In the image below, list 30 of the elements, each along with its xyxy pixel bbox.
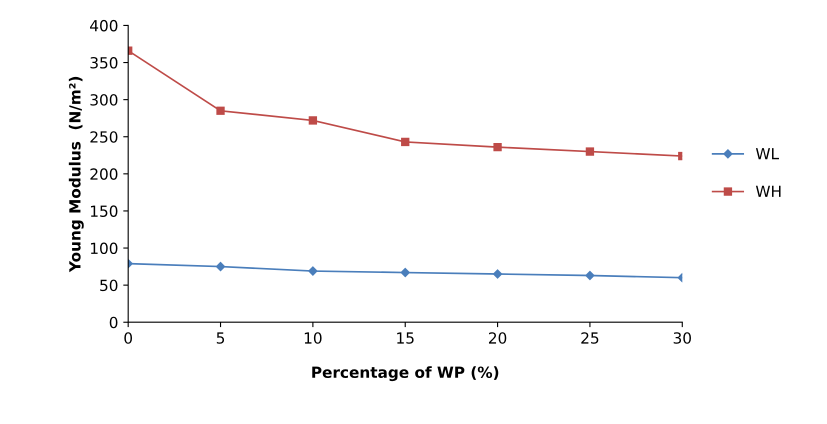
point [216,106,225,115]
x-tick-label: 25 [581,332,598,344]
y-tick-label: 350 [90,57,118,69]
y-tick-label: 100 [90,242,118,254]
point [308,266,318,276]
y-tick-label: 0 [110,316,118,328]
x-tick-label: 0 [124,332,132,344]
y-tick-label: 300 [90,94,118,106]
legend-label: WH [756,186,781,197]
y-tick-label: 50 [100,280,118,292]
x-axis-title: Percentage of WP (%) [312,366,498,382]
point [308,116,318,125]
y-tick-label: 400 [90,20,118,32]
point [493,142,502,152]
point [492,269,502,279]
x-tick-label: 30 [674,332,691,344]
legend-label: WL [756,148,779,160]
point [216,262,226,272]
x-tick-label: 20 [488,332,506,344]
x-tick-label: 5 [216,332,224,344]
y-axis-title: Young Modulus (N/m²) [68,76,84,272]
x-tick-label: 15 [397,332,414,344]
x-tick-label: 10 [304,332,322,344]
point [400,268,410,278]
point [401,138,410,146]
y-tick-label: 150 [90,205,118,217]
y-tick-label: 250 [90,131,118,143]
y-tick-label: 200 [90,168,118,180]
point [586,147,594,156]
point [585,270,595,280]
